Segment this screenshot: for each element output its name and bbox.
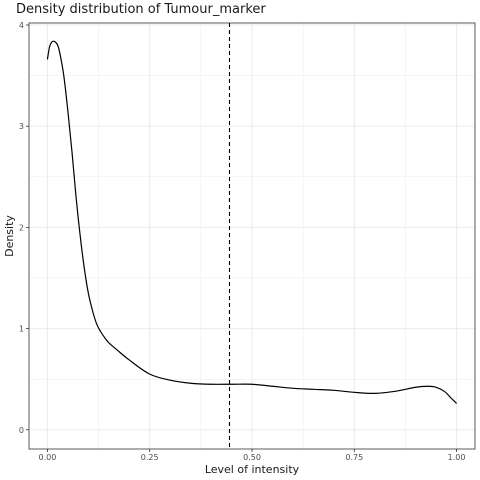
x-tick-label: 0.50 bbox=[243, 453, 261, 462]
x-tick-label: 0.00 bbox=[39, 453, 57, 462]
x-tick-label: 0.25 bbox=[141, 453, 159, 462]
y-tick-label: 1 bbox=[19, 325, 24, 334]
chart-title: Density distribution of Tumour_marker bbox=[16, 2, 266, 17]
x-tick-label: 1.00 bbox=[448, 453, 466, 462]
y-tick-label: 2 bbox=[19, 223, 24, 232]
x-tick-label: 0.75 bbox=[345, 453, 363, 462]
x-axis-ticks: 0.00 0.25 0.50 0.75 1.00 bbox=[39, 449, 466, 462]
grid-lines bbox=[29, 23, 475, 449]
y-tick-label: 3 bbox=[19, 122, 24, 131]
y-tick-label: 4 bbox=[19, 21, 24, 30]
density-curve bbox=[46, 40, 458, 404]
y-tick-label: 0 bbox=[19, 426, 24, 435]
y-axis-title: Density bbox=[3, 215, 16, 257]
y-axis-ticks: 0 1 2 3 4 bbox=[19, 21, 29, 435]
x-axis-title: Level of intensity bbox=[205, 463, 300, 476]
